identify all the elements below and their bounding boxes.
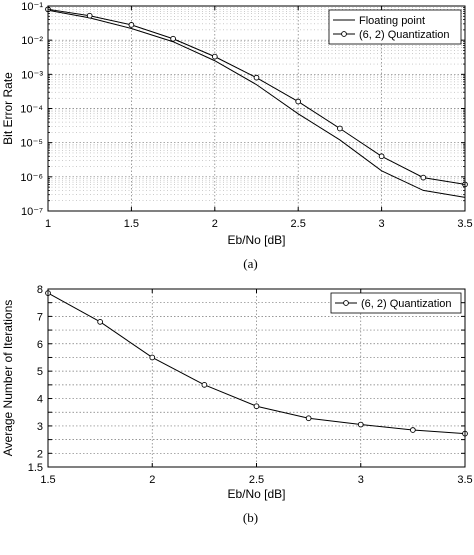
y-tick-label: 10⁻⁴ (20, 104, 43, 116)
data-point-marker (211, 53, 218, 60)
caption-a: (a) (243, 256, 257, 271)
data-point-marker (128, 22, 135, 28)
x-tick-label: 2.5 (291, 218, 306, 230)
y-tick-label: 10⁻⁷ (21, 206, 43, 218)
data-point-marker (410, 427, 416, 433)
x-tick-label: 3.5 (457, 474, 472, 486)
x-tick-label: 3.5 (457, 218, 472, 230)
y-tick-label: 6 (37, 339, 43, 351)
y-tick-label: 10⁻² (21, 35, 43, 47)
y-tick-label: 10⁻³ (21, 69, 43, 81)
x-tick-label: 2 (212, 218, 218, 230)
x-tick-label: 3 (358, 474, 364, 486)
grid-b (48, 289, 465, 467)
x-tick-label: 1.5 (40, 474, 55, 486)
y-tick-label: 10⁻⁶ (20, 172, 43, 184)
data-point-marker (305, 415, 312, 422)
data-point-marker (170, 35, 176, 42)
x-tick-label: 2.5 (249, 474, 264, 486)
y-tick-label: 4 (37, 394, 43, 406)
data-point-marker (357, 421, 364, 428)
legend-a: Floating point (6, 2) Quantization (328, 9, 462, 45)
data-point-marker (253, 403, 260, 410)
series-group-a (45, 6, 468, 198)
y-tick-label: 5 (37, 366, 43, 378)
legend-entry-label: Floating point (359, 15, 425, 27)
y-tick-label: 10⁻¹ (21, 1, 43, 13)
caption-b: (b) (243, 510, 258, 525)
x-tick-label: 2 (149, 474, 155, 486)
ticks-b: 1.5 2 2.5 3 3.5 1.5 2 3 4 5 6 7 8 (28, 284, 473, 486)
y-tick-label: 1.5 (28, 462, 43, 474)
y-tick-label: 3 (37, 421, 43, 433)
x-tick-label: 1 (45, 218, 51, 230)
y-axis-label-a: Bit Error Rate (1, 72, 15, 145)
data-point-marker (201, 381, 208, 388)
x-axis-label-b: Eb/No [dB] (227, 487, 285, 501)
series-group-b (45, 290, 468, 437)
data-point-marker (295, 98, 302, 105)
series-line-floating-point (47, 9, 466, 198)
y-tick-label: 8 (37, 284, 43, 296)
y-tick-label: 2 (37, 448, 43, 460)
y-tick-label: 10⁻⁵ (20, 138, 43, 150)
legend-b: (6, 2) Quantization (330, 292, 462, 314)
x-tick-label: 3 (379, 218, 385, 230)
data-point-marker (86, 12, 93, 19)
data-point-marker (420, 174, 427, 181)
chart-bit-error-rate: 1 1.5 2 2.5 3 3.5 10⁻⁷ 10⁻⁶ 10⁻⁵ 10⁻⁴ 10⁻³ 10⁻² 10⁻¹… (1, 1, 473, 271)
data-point-marker (97, 319, 103, 325)
data-point-marker (253, 74, 260, 81)
chart-average-iterations: 1.5 2 2.5 3 3.5 1.5 2 3 4 5 6 7 8 Eb/No [dB] Average… (1, 284, 473, 525)
data-point-marker (337, 125, 343, 132)
y-tick-label: 7 (37, 311, 43, 323)
legend-entry-label: (6, 2) Quantization (361, 298, 452, 310)
legend-box (330, 292, 462, 314)
x-tick-label: 1.5 (124, 218, 139, 230)
data-point-marker (149, 354, 156, 361)
legend-box (328, 9, 462, 45)
y-axis-label-b: Average Number of Iterations (1, 300, 15, 457)
x-axis-label-a: Eb/No [dB] (227, 233, 285, 247)
data-point-marker (378, 153, 385, 160)
ticks-a: 1 1.5 2 2.5 3 3.5 10⁻⁷ 10⁻⁶ 10⁻⁵ 10⁻⁴ 10⁻³ 10⁻² 10⁻¹ (20, 1, 472, 230)
legend-entry-label: (6, 2) Quantization (359, 29, 450, 41)
legend-marker-sample (341, 31, 347, 37)
legend-marker-sample (343, 300, 349, 306)
